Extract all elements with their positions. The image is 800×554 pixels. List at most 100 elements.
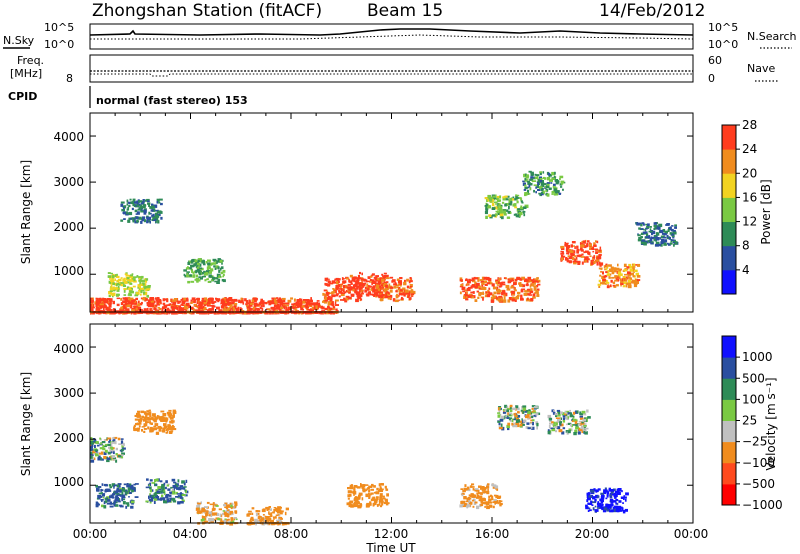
- data-cell: [398, 299, 400, 302]
- data-cell: [120, 302, 124, 306]
- data-cell: [280, 518, 283, 520]
- data-cell: [657, 232, 660, 236]
- data-cell: [520, 198, 523, 201]
- data-cell: [109, 449, 114, 453]
- data-cell: [498, 285, 502, 288]
- data-cell: [548, 417, 553, 421]
- data-cell: [480, 500, 483, 504]
- data-cell: [225, 513, 229, 517]
- data-cell: [170, 298, 173, 301]
- data-cell: [137, 300, 140, 303]
- data-cell: [549, 187, 552, 190]
- data-cell: [202, 516, 206, 519]
- data-cell: [477, 279, 480, 282]
- data-cell: [651, 233, 653, 236]
- data-cell: [553, 426, 558, 429]
- beam-label: Beam 15: [367, 1, 443, 21]
- data-cell: [560, 252, 565, 255]
- data-cell: [93, 457, 96, 461]
- data-cell: [109, 456, 113, 459]
- data-cell: [588, 503, 593, 505]
- data-cell: [349, 500, 353, 504]
- data-cell: [273, 507, 277, 509]
- data-cell: [503, 293, 507, 297]
- data-cell: [368, 485, 370, 489]
- data-cell: [181, 297, 184, 301]
- data-cell: [503, 277, 506, 279]
- data-cell: [598, 249, 602, 252]
- data-cell: [260, 305, 263, 308]
- data-cell: [280, 306, 284, 310]
- data-cell: [351, 504, 356, 508]
- data-cell: [555, 430, 558, 433]
- data-cell: [90, 441, 94, 445]
- data-cell: [168, 431, 173, 434]
- data-cell: [471, 499, 475, 502]
- data-cell: [354, 290, 358, 294]
- data-cell: [279, 298, 282, 301]
- data-cell: [122, 447, 126, 450]
- data-cell: [595, 259, 600, 262]
- data-cell: [271, 522, 275, 526]
- data-cell: [642, 231, 647, 234]
- data-cell: [499, 503, 502, 507]
- data-cell: [99, 305, 103, 308]
- data-cell: [659, 237, 661, 240]
- data-cell: [163, 500, 167, 504]
- data-cell: [468, 500, 470, 503]
- data-cell: [327, 303, 331, 306]
- data-cell: [555, 415, 558, 418]
- data-cell: [136, 427, 141, 430]
- data-cell: [661, 239, 665, 242]
- data-cell: [259, 301, 263, 305]
- data-cell: [119, 504, 123, 507]
- data-cell: [539, 193, 542, 197]
- data-cell: [485, 491, 488, 493]
- data-cell: [651, 236, 655, 240]
- data-cell: [111, 292, 116, 297]
- data-cell: [384, 485, 387, 489]
- colorbar-swatch: [722, 399, 736, 421]
- data-cell: [519, 424, 523, 428]
- data-cell: [119, 494, 122, 497]
- data-cell: [200, 519, 204, 522]
- data-cell: [523, 293, 528, 296]
- data-cell: [149, 479, 153, 482]
- data-cell: [345, 295, 350, 298]
- data-cell: [358, 284, 361, 288]
- data-cell: [114, 278, 116, 281]
- data-cell: [354, 496, 358, 499]
- data-cell: [196, 267, 200, 271]
- data-cell: [171, 299, 175, 302]
- data-cell: [165, 418, 169, 421]
- data-cell: [369, 275, 373, 278]
- data-cell: [508, 417, 511, 421]
- data-cell: [120, 448, 125, 451]
- data-cell: [227, 301, 230, 304]
- data-cell: [142, 204, 147, 207]
- data-cell: [486, 505, 490, 510]
- data-cell: [280, 510, 284, 513]
- data-cell: [234, 501, 238, 504]
- data-cell: [97, 495, 100, 498]
- data-cell: [323, 301, 328, 304]
- data-cell: [323, 289, 328, 292]
- data-cell: [553, 193, 557, 196]
- data-cell: [144, 219, 146, 223]
- data-cell: [508, 412, 512, 416]
- data-cell: [552, 411, 556, 415]
- data-cell: [120, 277, 123, 279]
- data-cell: [492, 295, 496, 299]
- data-cell: [146, 303, 150, 307]
- data-cell: [144, 297, 147, 301]
- data-cell: [560, 411, 563, 414]
- data-cell: [108, 446, 110, 449]
- data-cell: [365, 504, 370, 508]
- data-cell: [580, 243, 583, 246]
- data-cell: [406, 278, 409, 282]
- time-tick-marks: [89, 113, 694, 523]
- data-cell: [159, 300, 161, 303]
- data-cell: [223, 310, 226, 315]
- data-cell: [379, 493, 383, 497]
- data-cell: [305, 299, 308, 302]
